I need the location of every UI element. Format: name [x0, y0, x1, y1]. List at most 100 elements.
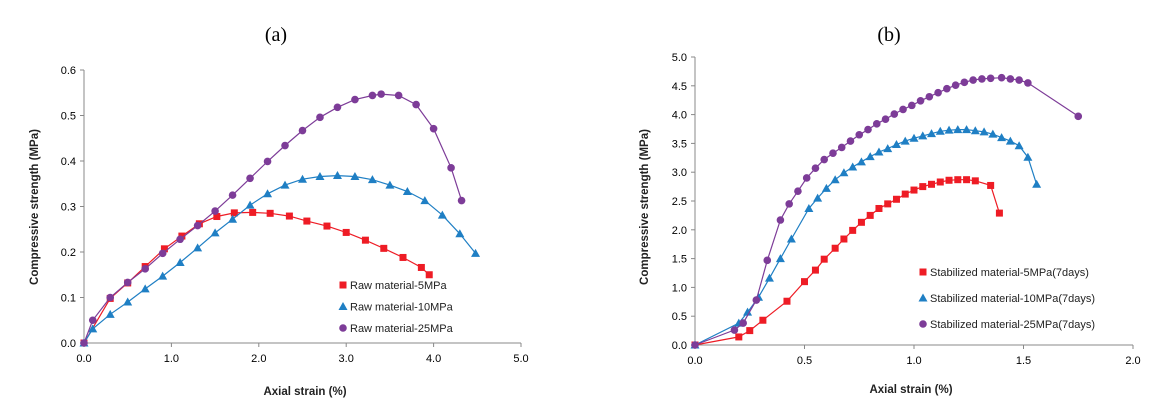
data-point: [228, 191, 237, 199]
data-point: [263, 157, 272, 166]
chart-b-series: [690, 73, 1083, 349]
data-point: [350, 171, 360, 180]
data-point: [831, 244, 839, 252]
chart-a-xlabel: Axial strain (%): [263, 386, 346, 398]
chart-a-legend: Raw material-5MPa Raw material-10MPa Raw m…: [338, 280, 454, 335]
data-point: [210, 228, 220, 237]
data-point: [332, 171, 342, 180]
data-point: [123, 278, 132, 287]
data-point: [875, 204, 883, 212]
data-point: [730, 326, 739, 334]
data-point: [987, 181, 995, 189]
y-tick-label: 1.0: [672, 282, 687, 294]
data-point: [951, 81, 960, 90]
data-point: [193, 221, 202, 230]
y-tick-label: 0.5: [672, 311, 687, 323]
data-point: [160, 245, 168, 253]
data-point: [380, 244, 388, 252]
x-tick-label: 3.0: [339, 353, 354, 365]
data-point: [820, 255, 828, 263]
data-point: [813, 193, 823, 202]
data-point: [821, 183, 831, 192]
data-point: [883, 144, 893, 153]
data-point: [763, 256, 772, 265]
data-point: [246, 174, 254, 183]
data-point: [925, 92, 934, 101]
data-point: [417, 263, 425, 271]
chart-a-series: [79, 90, 481, 347]
x-tick-label: 0.0: [687, 355, 702, 367]
data-point: [764, 273, 774, 282]
data-point: [849, 226, 857, 234]
data-point: [106, 293, 115, 302]
legend-marker: [339, 324, 347, 332]
y-tick-label: 0.5: [61, 111, 76, 123]
data-point: [1014, 141, 1024, 150]
data-point: [1024, 79, 1032, 87]
data-point: [175, 257, 185, 266]
data-point: [342, 228, 350, 236]
y-tick-label: 0.0: [672, 340, 687, 352]
data-point: [848, 162, 858, 171]
data-point: [775, 254, 785, 263]
data-point: [978, 75, 986, 83]
data-point: [943, 84, 951, 93]
data-point: [866, 211, 874, 219]
x-tick-label: 5.0: [513, 353, 528, 365]
data-point: [840, 235, 848, 243]
data-point: [193, 243, 203, 252]
data-point: [802, 174, 811, 182]
chart-panel-a: (a) Axial strain (%) Compressive strengt…: [29, 24, 529, 398]
data-point: [323, 222, 331, 230]
data-point: [739, 319, 747, 327]
legend-marker: [919, 320, 927, 328]
legend-marker: [339, 281, 347, 289]
legend-marker: [919, 268, 927, 276]
data-point: [794, 187, 802, 196]
data-point: [228, 214, 238, 223]
x-tick-label: 2.0: [251, 353, 266, 365]
y-tick-label: 2.0: [672, 225, 687, 237]
data-point: [918, 131, 928, 140]
data-point: [245, 200, 255, 209]
data-point: [801, 278, 808, 286]
data-point: [856, 157, 866, 166]
data-point: [691, 341, 699, 349]
data-point: [874, 147, 884, 156]
legend-label: Stabilized material-5MPa(7days): [930, 267, 1089, 279]
data-point: [285, 212, 293, 220]
chart-b-axes: 0.0 0.5 1.0 1.5 2.0 2.5 3.0 3.5 4.0 4.5 5.0 0.0 0.5 1…: [672, 52, 1141, 367]
data-point: [263, 189, 273, 198]
data-point: [954, 176, 962, 184]
data-point: [995, 209, 1003, 217]
data-point: [123, 297, 133, 306]
data-point: [960, 78, 969, 87]
data-point: [986, 74, 995, 83]
data-point: [776, 216, 785, 224]
data-point: [1032, 179, 1042, 188]
data-point: [837, 143, 846, 152]
data-point: [88, 324, 98, 333]
data-point: [910, 186, 918, 194]
data-point: [988, 129, 998, 138]
data-point: [385, 180, 395, 189]
data-point: [429, 124, 438, 133]
data-point: [281, 141, 289, 150]
data-point: [303, 217, 311, 225]
data-point: [892, 195, 900, 203]
data-point: [1074, 112, 1083, 121]
y-tick-label: 0.2: [61, 247, 76, 259]
data-point: [367, 175, 377, 184]
chart-b-title: (b): [877, 24, 900, 46]
data-point: [249, 208, 257, 216]
data-point: [402, 186, 412, 195]
data-point: [298, 174, 307, 183]
data-point: [829, 149, 837, 157]
y-tick-label: 0.4: [61, 156, 76, 168]
data-point: [176, 235, 184, 244]
data-point: [368, 91, 377, 100]
data-point: [1006, 75, 1015, 83]
y-tick-label: 0.0: [61, 338, 76, 350]
data-point: [953, 125, 963, 134]
data-point: [936, 178, 944, 186]
